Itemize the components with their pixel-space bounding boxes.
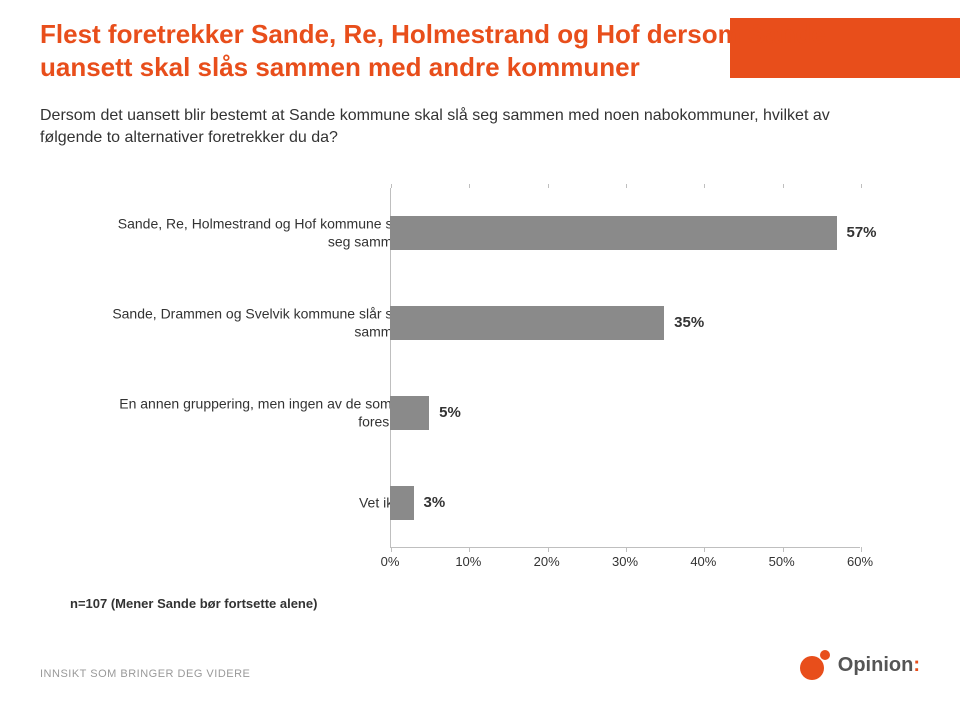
- sample-note: n=107 (Mener Sande bør fortsette alene): [70, 596, 317, 611]
- logo-colon: :: [913, 654, 920, 676]
- x-tick-label: 30%: [612, 554, 638, 569]
- x-tick-label: 20%: [534, 554, 560, 569]
- x-tick-label: 60%: [847, 554, 873, 569]
- x-tick-label: 10%: [455, 554, 481, 569]
- bar-label: Vet ikke: [98, 494, 408, 512]
- bar: [390, 396, 429, 430]
- bar-label: Sande, Drammen og Svelvik kommune slår s…: [98, 306, 408, 341]
- slide: Flest foretrekker Sande, Re, Holmestrand…: [0, 0, 960, 702]
- bar-chart: 0% 10% 20% 30% 40% 50% 60% Sande, Re, Holmestr…: [70, 188, 890, 588]
- header: Flest foretrekker Sande, Re, Holmestrand…: [0, 0, 960, 83]
- bar-value: 3%: [424, 494, 446, 511]
- logo-mark-icon: [800, 650, 830, 680]
- bar: [390, 306, 664, 340]
- bar: [390, 486, 414, 520]
- page-title: Flest foretrekker Sande, Re, Holmestrand…: [40, 18, 920, 83]
- bar-value: 57%: [847, 224, 877, 241]
- footer-tagline: INNSIKT SOM BRINGER DEG VIDERE: [40, 668, 250, 680]
- opinion-logo: Opinion:: [800, 650, 920, 680]
- question-text: Dersom det uansett blir bestemt at Sande…: [40, 105, 860, 148]
- logo-text: Opinion:: [838, 654, 920, 677]
- x-tick-label: 50%: [769, 554, 795, 569]
- bar-value: 5%: [439, 404, 461, 421]
- bar-label: En annen gruppering, men ingen av de som…: [98, 396, 408, 431]
- bar-label: Sande, Re, Holmestrand og Hof kommune sl…: [98, 216, 408, 251]
- bar: [390, 216, 837, 250]
- x-tick-label: 0%: [381, 554, 400, 569]
- bar-value: 35%: [674, 314, 704, 331]
- logo-word: Opinion: [838, 654, 914, 676]
- x-tick-label: 40%: [690, 554, 716, 569]
- x-axis: 0%10%20%30%40%50%60%: [390, 554, 860, 574]
